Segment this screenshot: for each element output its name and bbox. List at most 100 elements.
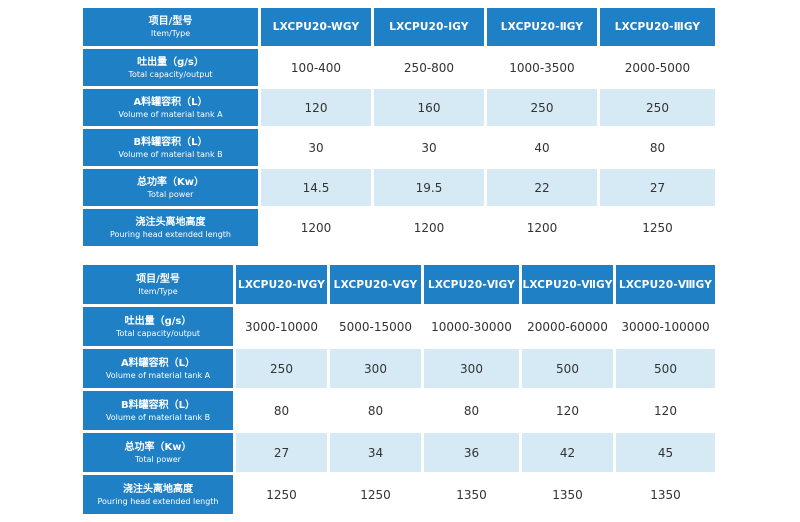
row-label-zh: 浇注头离地高度 bbox=[135, 216, 206, 228]
row-label-cell: 总功率（Kw） Total power bbox=[83, 169, 258, 206]
row-label-cell: 吐出量（g/s） Total capacity/output bbox=[83, 49, 258, 86]
value-cell: 100-400 bbox=[261, 49, 371, 86]
value-cell: 500 bbox=[522, 349, 613, 388]
row-label-zh: 浇注头离地高度 bbox=[123, 483, 193, 495]
value-cell: 1200 bbox=[487, 209, 597, 246]
value-cell: 5000-15000 bbox=[330, 307, 421, 346]
value-cell: 19.5 bbox=[374, 169, 484, 206]
value-cell: 500 bbox=[616, 349, 715, 388]
value-cell: 1350 bbox=[424, 475, 519, 514]
table-row: A料罐容积（L） Volume of material tank A 250 3… bbox=[83, 349, 715, 388]
value-cell: 45 bbox=[616, 433, 715, 472]
value-cell: 80 bbox=[424, 391, 519, 430]
header-label-zh: 项目/型号 bbox=[148, 16, 193, 27]
table-row: A料罐容积（L） Volume of material tank A 120 1… bbox=[83, 89, 715, 126]
header-label-en: Item/Type bbox=[138, 286, 178, 296]
value-cell: 2000-5000 bbox=[600, 49, 715, 86]
table-row: B料罐容积（L） Volume of material tank B 80 80… bbox=[83, 391, 715, 430]
row-label-zh: 吐出量（g/s） bbox=[124, 315, 192, 327]
table-row: B料罐容积（L） Volume of material tank B 30 30… bbox=[83, 129, 715, 166]
value-cell: 1250 bbox=[330, 475, 421, 514]
value-cell: 22 bbox=[487, 169, 597, 206]
value-cell: 10000-30000 bbox=[424, 307, 519, 346]
row-label-zh: A料罐容积（L） bbox=[120, 357, 196, 369]
spec-table-1: 项目/型号 Item/Type LXCPU20-WGY LXCPU20-ⅠGY … bbox=[80, 5, 718, 249]
value-cell: 1200 bbox=[261, 209, 371, 246]
value-cell: 36 bbox=[424, 433, 519, 472]
row-label-en: Volume of material tank A bbox=[118, 109, 223, 119]
table-row: 吐出量（g/s） Total capacity/output 3000-1000… bbox=[83, 307, 715, 346]
value-cell: 300 bbox=[424, 349, 519, 388]
row-label-en: Pouring head extended length bbox=[110, 229, 231, 239]
header-label-zh: 项目/型号 bbox=[136, 273, 180, 285]
row-label-en: Total power bbox=[147, 189, 194, 199]
header-label-en: Item/Type bbox=[150, 29, 191, 38]
model-header: LXCPU20-ⅤGY bbox=[330, 265, 421, 304]
model-header: LXCPU20-ⅧGY bbox=[616, 265, 715, 304]
model-header: LXCPU20-ⅣGY bbox=[236, 265, 327, 304]
row-label-zh: 总功率（Kw） bbox=[124, 441, 192, 453]
model-header: LXCPU20-ⅥGY bbox=[424, 265, 519, 304]
row-label-zh: 总功率（Kw） bbox=[137, 176, 204, 188]
row-label-en: Volume of material tank B bbox=[118, 149, 223, 159]
value-cell: 120 bbox=[261, 89, 371, 126]
value-cell: 30 bbox=[261, 129, 371, 166]
row-label-cell: A料罐容积（L） Volume of material tank A bbox=[83, 89, 258, 126]
value-cell: 1200 bbox=[374, 209, 484, 246]
table-row: 浇注头离地高度 Pouring head extended length 125… bbox=[83, 475, 715, 514]
spec-table-2: 项目/型号 Item/Type LXCPU20-ⅣGY LXCPU20-ⅤGY … bbox=[80, 262, 718, 517]
table-row: 吐出量（g/s） Total capacity/output 100-400 2… bbox=[83, 49, 715, 86]
value-cell: 250 bbox=[487, 89, 597, 126]
value-cell: 1350 bbox=[616, 475, 715, 514]
table-header-row: 项目/型号 Item/Type LXCPU20-ⅣGY LXCPU20-ⅤGY … bbox=[83, 265, 715, 304]
row-label-cell: A料罐容积（L） Volume of material tank A bbox=[83, 349, 233, 388]
value-cell: 20000-60000 bbox=[522, 307, 613, 346]
value-cell: 27 bbox=[600, 169, 715, 206]
value-cell: 1250 bbox=[600, 209, 715, 246]
model-header: LXCPU20-WGY bbox=[261, 8, 371, 46]
value-cell: 1000-3500 bbox=[487, 49, 597, 86]
value-cell: 34 bbox=[330, 433, 421, 472]
value-cell: 160 bbox=[374, 89, 484, 126]
value-cell: 42 bbox=[522, 433, 613, 472]
table-header-row: 项目/型号 Item/Type LXCPU20-WGY LXCPU20-ⅠGY … bbox=[83, 8, 715, 46]
row-label-en: Total capacity/output bbox=[128, 69, 213, 79]
value-cell: 300 bbox=[330, 349, 421, 388]
row-label-en: Total power bbox=[135, 454, 181, 464]
header-label-cell: 项目/型号 Item/Type bbox=[83, 265, 233, 304]
header-label-cell: 项目/型号 Item/Type bbox=[83, 8, 258, 46]
value-cell: 250-800 bbox=[374, 49, 484, 86]
value-cell: 3000-10000 bbox=[236, 307, 327, 346]
value-cell: 30 bbox=[374, 129, 484, 166]
row-label-en: Pouring head extended length bbox=[97, 496, 219, 506]
value-cell: 14.5 bbox=[261, 169, 371, 206]
model-header: LXCPU20-ⅦGY bbox=[522, 265, 613, 304]
value-cell: 80 bbox=[236, 391, 327, 430]
value-cell: 120 bbox=[616, 391, 715, 430]
model-header: LXCPU20-ⅡGY bbox=[487, 8, 597, 46]
row-label-en: Volume of material tank A bbox=[105, 370, 211, 380]
row-label-cell: 浇注头离地高度 Pouring head extended length bbox=[83, 209, 258, 246]
value-cell: 80 bbox=[600, 129, 715, 166]
value-cell: 1350 bbox=[522, 475, 613, 514]
row-label-zh: 吐出量（g/s） bbox=[137, 56, 204, 68]
row-label-en: Total capacity/output bbox=[115, 328, 201, 338]
value-cell: 250 bbox=[236, 349, 327, 388]
value-cell: 120 bbox=[522, 391, 613, 430]
row-label-cell: 浇注头离地高度 Pouring head extended length bbox=[83, 475, 233, 514]
value-cell: 250 bbox=[600, 89, 715, 126]
row-label-zh: A料罐容积（L） bbox=[133, 96, 208, 108]
model-header: LXCPU20-ⅢGY bbox=[600, 8, 715, 46]
row-label-cell: 总功率（Kw） Total power bbox=[83, 433, 233, 472]
row-label-zh: B料罐容积（L） bbox=[121, 399, 195, 411]
table-row: 浇注头离地高度 Pouring head extended length 120… bbox=[83, 209, 715, 246]
table-row: 总功率（Kw） Total power 14.5 19.5 22 27 bbox=[83, 169, 715, 206]
row-label-cell: 吐出量（g/s） Total capacity/output bbox=[83, 307, 233, 346]
value-cell: 40 bbox=[487, 129, 597, 166]
row-label-cell: B料罐容积（L） Volume of material tank B bbox=[83, 391, 233, 430]
row-label-zh: B料罐容积（L） bbox=[133, 136, 208, 148]
value-cell: 1250 bbox=[236, 475, 327, 514]
row-label-cell: B料罐容积（L） Volume of material tank B bbox=[83, 129, 258, 166]
value-cell: 30000-100000 bbox=[616, 307, 715, 346]
row-label-en: Volume of material tank B bbox=[105, 412, 211, 422]
